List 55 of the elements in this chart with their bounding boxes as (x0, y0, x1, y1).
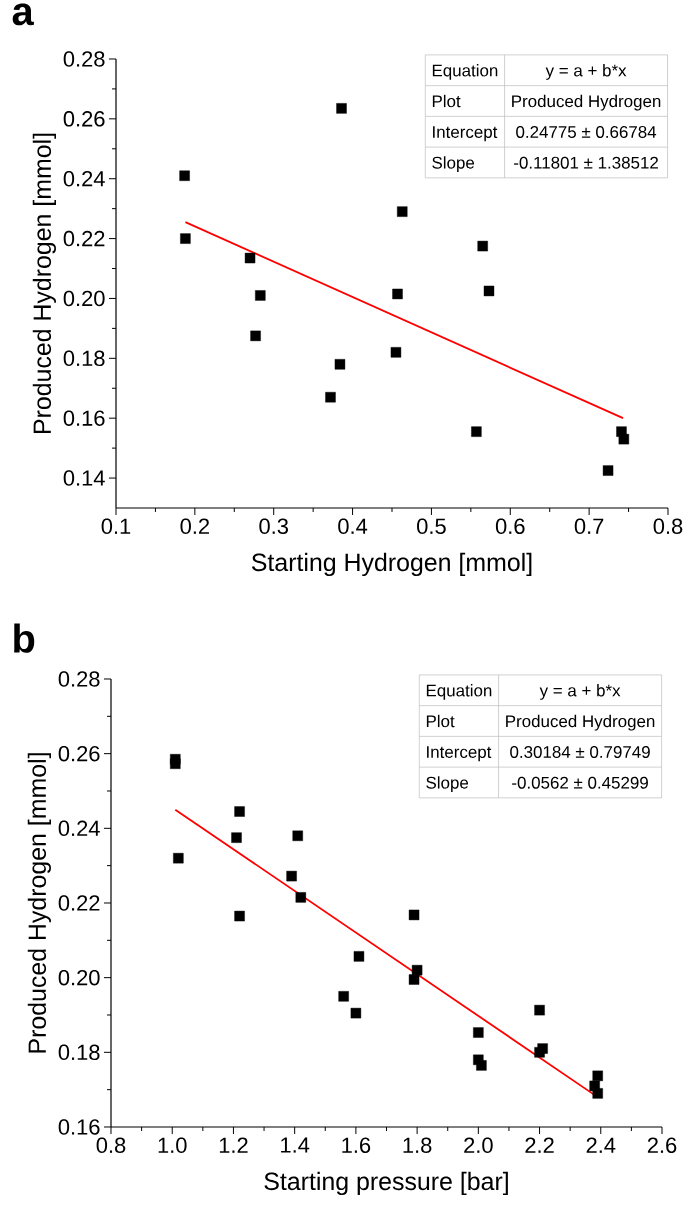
chart-title: a (12, 3, 34, 26)
y-axis-title: Produced Hydrogen [mmol] (32, 133, 56, 434)
x-tick-label: 1.2 (219, 1137, 248, 1153)
y-tick-label: 0.26 (58, 745, 100, 762)
x-tick-label: 0.4 (338, 518, 368, 535)
x-tick-label: 2.0 (464, 1137, 493, 1154)
x-tick-label: 0.7 (574, 518, 604, 535)
annotation: Plot (426, 714, 455, 728)
x-tick-label: 1.0 (158, 1137, 187, 1154)
annotation: -0.0562 ± 0.45299 (512, 776, 648, 789)
x-tick-label: 0.2 (180, 518, 209, 535)
y-tick-label: 0.28 (58, 671, 100, 687)
x-tick-label: 0.1 (101, 518, 131, 535)
y-tick-label: 0.18 (58, 1044, 100, 1061)
x-tick-label: 1.8 (403, 1137, 432, 1154)
y-tick-label: 0.20 (63, 290, 105, 307)
x-tick-label: 0.8 (96, 1137, 126, 1154)
x-tick-label: 0.5 (417, 518, 446, 535)
x-tick-label: 2.6 (647, 1137, 677, 1154)
annotation: 0.30184 ± 0.79749 (510, 745, 650, 758)
annotation: Intercept (427, 746, 492, 762)
x-tick-label: 2.2 (525, 1137, 554, 1153)
y-tick-label: 0.14 (63, 470, 105, 486)
chart-title: b (14, 623, 35, 653)
annotation: Slope (432, 156, 475, 173)
annotation: Plot (432, 94, 461, 108)
y-tick-label: 0.26 (63, 111, 105, 127)
annotation: Produced Hydrogen (506, 714, 655, 731)
annotation: Slope (426, 776, 469, 793)
x-tick-label: 0.3 (259, 518, 288, 535)
y-axis-title: Produced Hydrogen [mmol] (27, 753, 51, 1053)
annotation: Produced Hydrogen (512, 94, 661, 111)
y-tick-label: 0.24 (63, 170, 105, 187)
y-tick-label: 0.28 (63, 51, 105, 67)
x-axis-title: Starting Hydrogen [mmol] (251, 552, 532, 577)
x-tick-label: 2.4 (586, 1137, 616, 1153)
y-tick-label: 0.24 (58, 820, 100, 837)
annotation: Equation (432, 64, 498, 80)
x-axis-title: Starting pressure [bar] (264, 1171, 508, 1196)
annotation: Intercept (433, 126, 498, 142)
x-tick-label: 1.4 (281, 1137, 310, 1153)
annotation: -0.11801 ± 1.38512 (514, 156, 658, 169)
y-tick-label: 0.16 (63, 410, 105, 426)
annotation: y = a + b*x (545, 64, 627, 80)
y-tick-label: 0.16 (58, 1119, 100, 1135)
y-tick-label: 0.18 (63, 350, 105, 367)
annotation: 0.24775 ± 0.66784 (516, 125, 657, 138)
x-tick-label: 0.8 (653, 518, 683, 535)
x-tick-label: 1.6 (342, 1137, 371, 1154)
y-tick-label: 0.22 (63, 230, 105, 247)
x-tick-label: 0.6 (495, 518, 525, 535)
annotation: y = a + b*x (539, 684, 621, 700)
annotation: Equation (426, 684, 492, 700)
y-tick-label: 0.20 (58, 969, 100, 986)
y-tick-label: 0.22 (58, 895, 100, 911)
